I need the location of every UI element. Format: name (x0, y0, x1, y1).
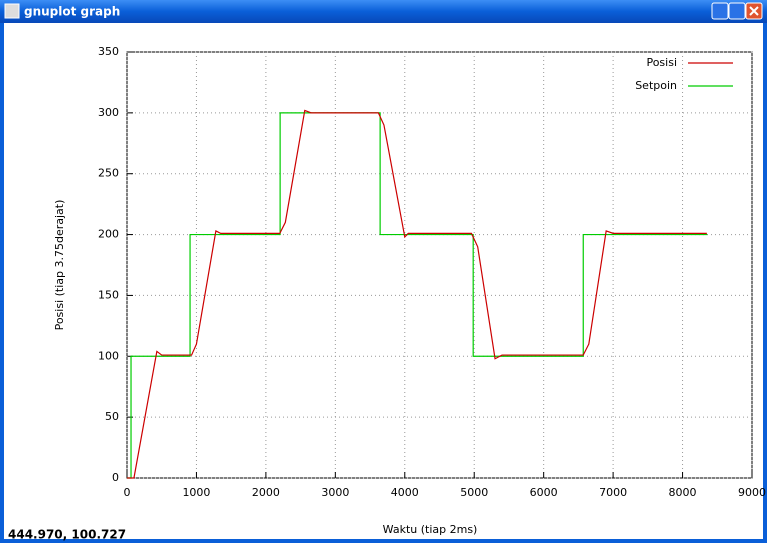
y-tick-label: 0 (112, 471, 119, 484)
legend-label: Posisi (646, 56, 677, 69)
y-tick-label: 200 (98, 228, 119, 241)
x-tick-label: 1000 (182, 486, 210, 499)
x-tick-label: 0 (124, 486, 131, 499)
x-tick-label: 6000 (530, 486, 558, 499)
status-text: 444.970, 100.727 (8, 528, 126, 542)
x-tick-label: 4000 (391, 486, 419, 499)
legend-label: Setpoin (635, 79, 677, 92)
y-tick-label: 150 (98, 288, 119, 301)
x-tick-label: 5000 (460, 486, 488, 499)
y-tick-label: 300 (98, 106, 119, 119)
y-tick-label: 250 (98, 167, 119, 180)
y-tick-label: 350 (98, 45, 119, 58)
client-area (4, 23, 763, 539)
x-tick-label: 7000 (599, 486, 627, 499)
x-tick-label: 2000 (252, 486, 280, 499)
window-icon (5, 4, 19, 18)
minimize-button[interactable] (712, 3, 728, 19)
x-tick-label: 3000 (321, 486, 349, 499)
x-tick-label: 8000 (669, 486, 697, 499)
maximize-button[interactable] (729, 3, 745, 19)
x-tick-label: 9000 (738, 486, 766, 499)
window: gnuplot graph Waktu (tiap 2ms) Posisi (t… (0, 0, 767, 543)
x-axis-label: Waktu (tiap 2ms) (383, 523, 478, 536)
y-tick-label: 100 (98, 349, 119, 362)
window-title: gnuplot graph (24, 5, 120, 19)
y-axis-label: Posisi (tiap 3.75derajat) (53, 200, 66, 331)
y-tick-label: 50 (105, 410, 119, 423)
